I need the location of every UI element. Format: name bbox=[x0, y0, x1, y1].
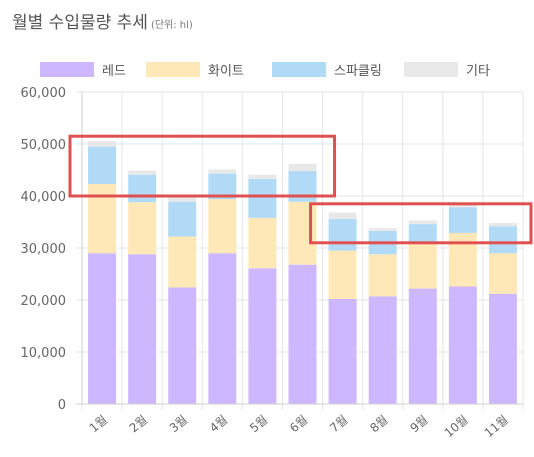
bar-segment bbox=[368, 254, 397, 297]
bar-segment bbox=[408, 220, 437, 225]
bar-segment bbox=[328, 212, 357, 219]
legend-swatch bbox=[146, 62, 200, 77]
x-tick-label: 8월 bbox=[367, 413, 390, 436]
y-tick-label: 30,000 bbox=[21, 242, 67, 257]
bar-segment bbox=[128, 170, 157, 175]
bar-segment bbox=[88, 184, 117, 254]
bar-segment bbox=[368, 296, 397, 404]
bar-segment bbox=[288, 201, 317, 265]
legend-swatch bbox=[272, 62, 326, 77]
bar-segment bbox=[488, 293, 517, 404]
legend-swatch bbox=[40, 62, 94, 77]
bar-segment bbox=[208, 253, 237, 404]
bar-segment bbox=[328, 298, 357, 404]
bar-segment bbox=[288, 264, 317, 404]
bar-segment bbox=[488, 253, 517, 294]
bar-segment bbox=[448, 203, 477, 208]
bar-segment bbox=[408, 288, 437, 404]
bar-segment bbox=[408, 242, 437, 289]
bar-segment bbox=[208, 199, 237, 254]
x-tick-label: 10월 bbox=[442, 413, 471, 441]
x-tick-label: 6월 bbox=[287, 413, 310, 436]
legend-label: 기타 bbox=[466, 64, 490, 79]
bar-segment bbox=[488, 223, 517, 227]
bar-segment bbox=[488, 226, 517, 254]
bar-segment bbox=[88, 140, 117, 147]
y-tick-label: 10,000 bbox=[21, 346, 67, 361]
bar-segment bbox=[288, 163, 317, 172]
bar-segment bbox=[128, 174, 157, 203]
bar-segment bbox=[88, 146, 117, 185]
bar-segment bbox=[88, 253, 117, 404]
chart-title: 월별 수입물량 추세 bbox=[12, 13, 148, 33]
bar-segment bbox=[328, 218, 357, 251]
x-tick-label: 7월 bbox=[327, 413, 350, 436]
bar-segment bbox=[408, 224, 437, 243]
x-tick-label: 3월 bbox=[167, 413, 190, 436]
legend-swatch bbox=[404, 62, 458, 77]
y-tick-label: 50,000 bbox=[21, 138, 67, 153]
bar-segment bbox=[448, 207, 477, 233]
bar-segment bbox=[208, 169, 237, 174]
bar-segment bbox=[248, 217, 277, 269]
x-tick-label: 11월 bbox=[482, 413, 511, 441]
chart-legend: 레드 화이트 스파클링 기타 bbox=[40, 62, 490, 79]
x-tick-label: 2월 bbox=[127, 413, 150, 436]
highlight-box bbox=[309, 202, 533, 245]
bar-segment bbox=[448, 232, 477, 287]
bar-segment bbox=[128, 202, 157, 255]
y-tick-label: 40,000 bbox=[21, 190, 67, 205]
bar-segment bbox=[128, 254, 157, 404]
bar-segment bbox=[168, 236, 197, 288]
bar-segment bbox=[248, 174, 277, 179]
bar-segment bbox=[368, 228, 397, 231]
bar-segment bbox=[248, 178, 277, 218]
bar-segment bbox=[328, 250, 357, 299]
bar-segment bbox=[168, 201, 197, 237]
bar-segment bbox=[248, 268, 277, 404]
y-tick-label: 0 bbox=[58, 398, 66, 413]
bar-segment bbox=[168, 287, 197, 404]
bar-segment bbox=[448, 286, 477, 404]
legend-label: 레드 bbox=[102, 64, 126, 79]
y-tick-label: 20,000 bbox=[21, 294, 67, 309]
x-tick-label: 9월 bbox=[407, 413, 430, 436]
chart-bars bbox=[88, 140, 517, 404]
x-tick-label: 1월 bbox=[87, 413, 110, 436]
x-tick-label: 5월 bbox=[247, 413, 270, 436]
chart-annotations bbox=[68, 134, 533, 245]
highlight-box bbox=[68, 134, 337, 198]
chart-subtitle: (단위: hl) bbox=[150, 20, 193, 31]
legend-label: 화이트 bbox=[208, 64, 244, 79]
legend-label: 스파클링 bbox=[334, 64, 382, 79]
bar-segment bbox=[168, 196, 197, 202]
y-tick-label: 60,000 bbox=[21, 86, 67, 101]
x-tick-label: 4월 bbox=[207, 413, 230, 436]
